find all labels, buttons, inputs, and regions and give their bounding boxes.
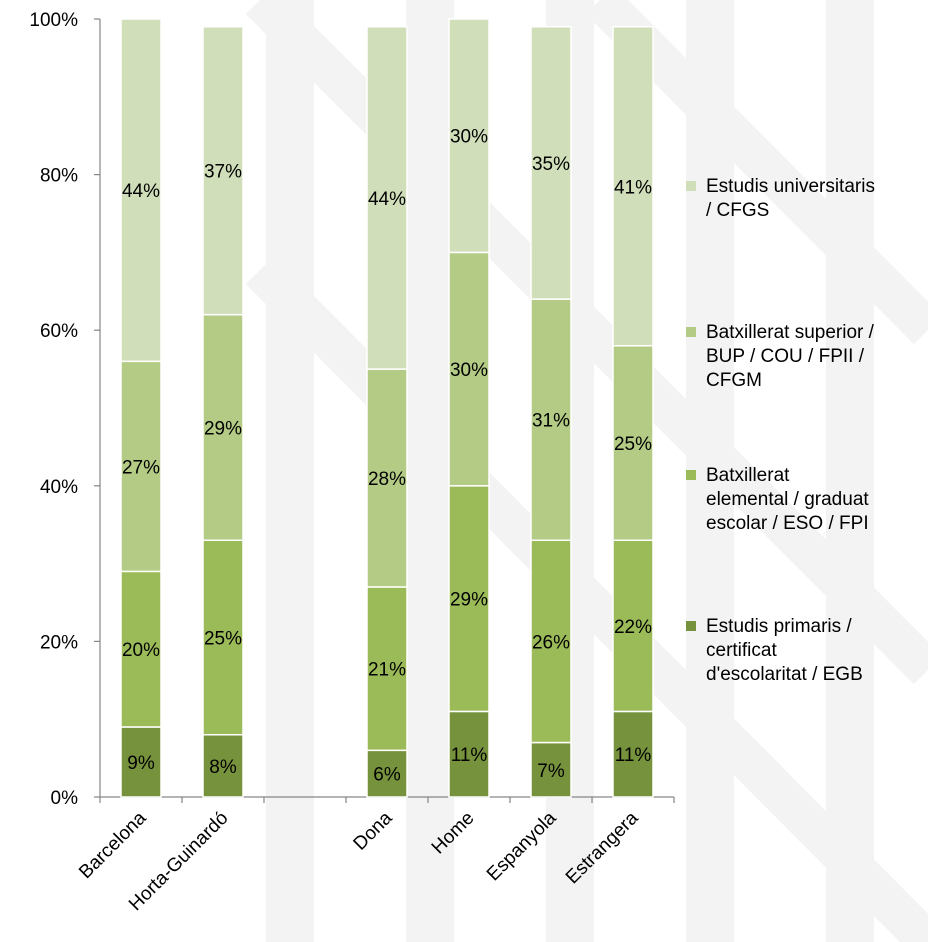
- y-tick-label: 20%: [40, 632, 78, 653]
- bar-segment: [366, 26, 408, 370]
- legend-swatch: [686, 327, 696, 337]
- legend-label: certificat: [706, 640, 777, 661]
- legend-label: / CFGS: [706, 200, 769, 221]
- data-label: 44%: [122, 181, 160, 202]
- data-label: 22%: [614, 617, 652, 638]
- bar-segment: [366, 586, 408, 752]
- legend-label: elemental / graduat: [706, 489, 869, 510]
- bar-segment: [202, 734, 244, 798]
- data-label: 29%: [450, 590, 488, 611]
- data-label: 30%: [450, 127, 488, 148]
- data-label: 20%: [122, 640, 160, 661]
- bar-segment: [448, 18, 490, 254]
- bar-segment: [530, 26, 572, 300]
- background-watermark: [245, 0, 928, 942]
- legend-swatch: [686, 470, 696, 480]
- legend-label: Batxillerat: [706, 465, 790, 486]
- data-label: 25%: [204, 629, 242, 650]
- bar-segment: [366, 749, 408, 798]
- legend-label: Estudis universitaris: [706, 176, 875, 197]
- bar-segment: [120, 360, 162, 573]
- data-label: 8%: [209, 757, 237, 778]
- data-label: 6%: [373, 765, 401, 786]
- bar-segment: [612, 710, 654, 798]
- data-label: 27%: [122, 457, 160, 478]
- data-label: 7%: [537, 761, 565, 782]
- bar-segment: [120, 18, 162, 363]
- data-label: 41%: [614, 177, 652, 198]
- chart-bars: 9% 20% 27% 44% 8% 25% 29% 37% 6% 21% 28% 44% 11% 29% 3…: [120, 18, 654, 798]
- chart-legend: Estudis universitaris / CFGS Batxillerat s…: [686, 176, 875, 685]
- bar-segment: [612, 345, 654, 542]
- x-category-label: Barcelona: [75, 807, 151, 883]
- bar-segment: [530, 741, 572, 798]
- data-label: 28%: [368, 469, 406, 490]
- bar-segment: [120, 726, 162, 798]
- legend-swatch: [686, 181, 696, 191]
- data-label: 29%: [204, 418, 242, 439]
- legend-label: Estudis primaris /: [706, 616, 852, 637]
- y-tick-label: 100%: [29, 10, 78, 31]
- data-label: 25%: [614, 434, 652, 455]
- y-tick-label: 80%: [40, 166, 78, 187]
- data-label: 26%: [532, 632, 570, 653]
- legend-label: escolar / ESO / FPI: [706, 513, 869, 534]
- bar-segment: [530, 298, 572, 542]
- data-label: 35%: [532, 154, 570, 175]
- bar-segment: [366, 368, 408, 588]
- bar-segment: [530, 539, 572, 744]
- data-label: 11%: [451, 745, 488, 766]
- y-tick-label: 0%: [51, 788, 79, 809]
- legend-label: Batxillerat superior /: [706, 322, 875, 343]
- bar-segment: [612, 539, 654, 713]
- y-tick-label: 60%: [40, 321, 78, 342]
- legend-label: CFGM: [706, 370, 762, 391]
- bar-segment: [612, 26, 654, 347]
- bar-segment: [448, 710, 490, 798]
- legend-swatch: [686, 621, 696, 631]
- legend-label: BUP / COU / FPII /: [706, 346, 865, 367]
- bar-segment: [202, 26, 244, 316]
- data-label: 31%: [532, 411, 570, 432]
- bar-segment: [120, 570, 162, 728]
- data-label: 11%: [615, 745, 652, 766]
- x-category-label: Dona: [350, 807, 397, 854]
- data-label: 21%: [368, 660, 406, 681]
- data-label: 30%: [450, 360, 488, 381]
- bar-segment: [448, 251, 490, 487]
- legend-label: d'escolaritat / EGB: [706, 664, 863, 685]
- data-label: 9%: [127, 753, 155, 774]
- data-label: 37%: [204, 162, 242, 183]
- watermark-diagonal: [585, 0, 928, 345]
- data-label: 44%: [368, 189, 406, 210]
- bar-segment: [202, 539, 244, 736]
- y-tick-label: 40%: [40, 477, 78, 498]
